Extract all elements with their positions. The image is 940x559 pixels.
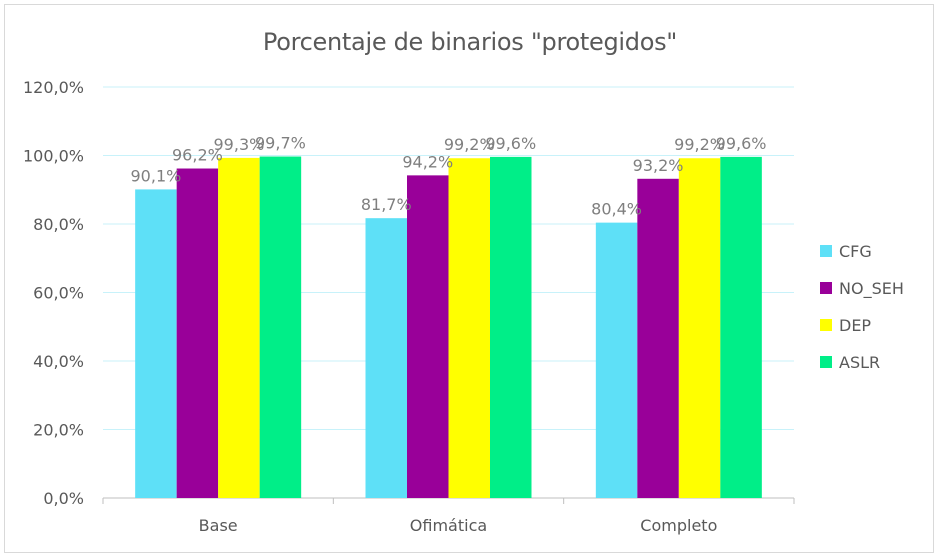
bar-aslr (720, 156, 762, 498)
legend-swatch (820, 319, 832, 331)
data-labels: 90,1%96,2%99,3%99,7%81,7%94,2%99,2%99,6%… (131, 134, 767, 219)
y-tick-label: 120,0% (23, 78, 84, 97)
y-axis-ticks: 0,0% 20,0% 40,0% 60,0% 80,0% 100,0% 120,0% (23, 78, 84, 508)
bars (135, 156, 762, 499)
data-label: 99,2% (674, 135, 725, 154)
legend-label: CFG (839, 242, 872, 261)
x-axis-ticks: Base Ofimática Completo (102, 498, 795, 535)
y-tick-label: 40,0% (33, 352, 84, 371)
x-tick-label: Completo (640, 516, 717, 535)
bar-cfg (365, 218, 407, 499)
bar-no-seh (407, 175, 449, 499)
legend-label: ASLR (839, 353, 880, 372)
data-label: 94,2% (402, 152, 453, 171)
x-tick-label: Ofimática (410, 516, 487, 535)
data-label: 99,3% (214, 135, 265, 154)
y-tick-label: 0,0% (43, 489, 84, 508)
legend-swatch (820, 245, 832, 257)
bar-no-seh (637, 178, 679, 499)
bar-dep (678, 158, 721, 499)
data-label: 99,2% (444, 135, 495, 154)
chart-title: Porcentaje de binarios "protegidos" (262, 28, 678, 56)
legend-swatch (820, 356, 832, 368)
y-tick-label: 60,0% (33, 284, 84, 303)
x-tick-label: Base (199, 516, 238, 535)
bar-aslr (490, 156, 532, 498)
y-tick-label: 100,0% (23, 147, 84, 166)
legend-label: NO_SEH (839, 279, 904, 299)
y-tick-label: 20,0% (33, 421, 84, 440)
data-label: 96,2% (172, 146, 223, 165)
bar-cfg (595, 222, 638, 498)
data-label: 99,6% (716, 134, 767, 153)
legend-label: DEP (839, 316, 871, 335)
bar-dep (218, 157, 260, 498)
data-label: 93,2% (633, 156, 684, 175)
legend: CFG NO_SEH DEP ASLR (820, 242, 904, 372)
bar-dep (448, 158, 490, 499)
data-label: 99,6% (485, 134, 536, 153)
data-label: 90,1% (131, 166, 182, 185)
data-label: 99,7% (255, 134, 306, 153)
data-label: 80,4% (591, 200, 642, 219)
data-label: 81,7% (361, 195, 412, 214)
bar-aslr (259, 156, 302, 498)
legend-swatch (820, 282, 832, 294)
bar-no-seh (176, 168, 219, 498)
y-tick-label: 80,0% (33, 215, 84, 234)
bar-cfg (135, 189, 177, 498)
